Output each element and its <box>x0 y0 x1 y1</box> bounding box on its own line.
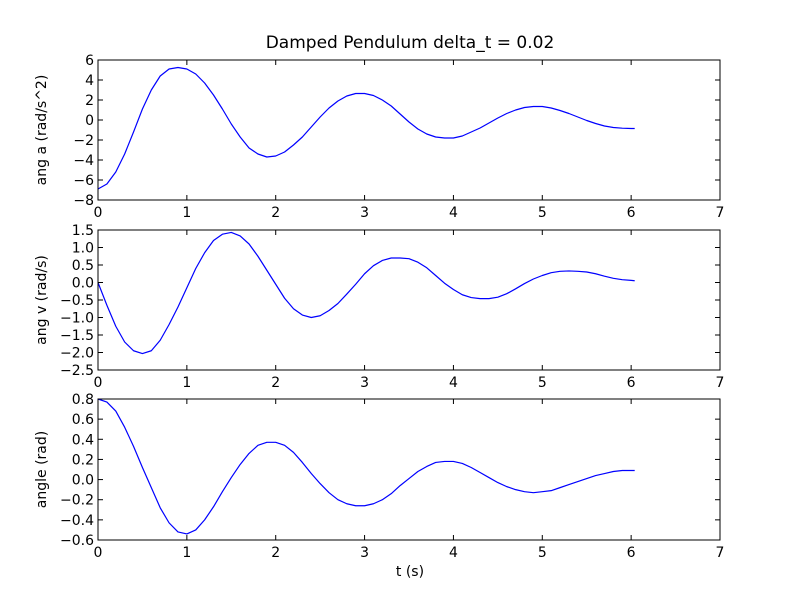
y-axis-label-1: ang a (rad/s^2) <box>34 75 50 186</box>
y-tick-label: −4 <box>73 153 94 169</box>
subplot-group: 0 1 2 3 4 5 6 7 −8 −6 −4 −2 0 2 4 6 ang a (rad/s^2) 0 1 2 3 4… <box>34 53 724 561</box>
y-tick-label: 2 <box>85 93 94 109</box>
y-tick-label: 1.5 <box>72 223 94 239</box>
y-axis-label-3: angle (rad) <box>34 431 50 508</box>
y-tick-label: 0.8 <box>72 392 94 408</box>
x-tick-label: 7 <box>716 545 725 561</box>
y-tick-label: 0.4 <box>72 432 94 448</box>
plot-frame-2 <box>97 229 721 371</box>
x-tick-label: 0 <box>94 545 103 561</box>
y-tick-label: −1.5 <box>60 328 94 344</box>
x-tick-label: 5 <box>538 545 547 561</box>
y-tick-label: −0.5 <box>60 293 94 309</box>
x-tick-label: 0 <box>94 205 103 221</box>
x-tick-label: 5 <box>538 205 547 221</box>
y-tick-label: 0 <box>85 113 94 129</box>
y-tick-label: 1.0 <box>72 241 94 257</box>
x-tick-label: 1 <box>182 205 191 221</box>
x-tick-label: 4 <box>449 375 458 391</box>
y-tick-label: 6 <box>85 53 94 69</box>
x-tick-label: 3 <box>360 545 369 561</box>
y-tick-label: −2 <box>73 133 94 149</box>
y-tick-label: 0.6 <box>72 412 94 428</box>
x-tick-label: 6 <box>627 205 636 221</box>
x-axis-label: t (s) <box>396 564 424 580</box>
y-tick-label: −8 <box>73 193 94 209</box>
plot-frame-1 <box>97 59 721 201</box>
x-tick-label: 2 <box>271 375 280 391</box>
series-line-3 <box>97 398 635 535</box>
x-tick-label: 1 <box>182 375 191 391</box>
x-tick-label: 6 <box>627 375 636 391</box>
y-tick-label: −2.5 <box>60 363 94 379</box>
y-tick-label: 0.2 <box>72 452 94 468</box>
x-tick-label: 7 <box>716 375 725 391</box>
x-tick-label: 2 <box>271 205 280 221</box>
subplot-2: 0 1 2 3 4 5 6 7 −2.5−2.0 −1.5−1.0 −0.50.0 0.51.0 1.5… <box>34 223 724 391</box>
y-tick-label: −0.6 <box>60 533 94 549</box>
y-tick-label: 0.5 <box>72 258 94 274</box>
x-tick-label: 6 <box>627 545 636 561</box>
y-tick-label: −1.0 <box>60 311 94 327</box>
y-tick-label: −2.0 <box>60 346 94 362</box>
x-tick-label: 2 <box>271 545 280 561</box>
y-axis-label-2: ang v (rad/s) <box>34 255 50 345</box>
y-tick-label: 4 <box>85 73 94 89</box>
x-tick-label: 4 <box>449 545 458 561</box>
x-tick-label: 5 <box>538 375 547 391</box>
y-tick-label: 0.0 <box>72 473 94 489</box>
series-line-2 <box>97 231 635 355</box>
x-tick-label: 1 <box>182 545 191 561</box>
subplot-1: 0 1 2 3 4 5 6 7 −8 −6 −4 −2 0 2 4 6 ang a (rad/s^2) <box>34 53 724 221</box>
y-tick-label: 0.0 <box>72 276 94 292</box>
y-tick-label: −6 <box>73 173 94 189</box>
y-tick-label: −0.2 <box>60 493 94 509</box>
x-tick-label: 3 <box>360 375 369 391</box>
x-tick-label: 0 <box>94 375 103 391</box>
series-line-1 <box>97 66 635 190</box>
x-tick-label: 4 <box>449 205 458 221</box>
subplot-3: 0 1 2 3 4 5 6 7 −0.6 −0.4 −0.2 0.0 0.2 0.4 0.6 0.8 angle… <box>34 392 724 561</box>
x-tick-label: 3 <box>360 205 369 221</box>
plot-frame-3 <box>97 398 721 541</box>
x-tick-label: 7 <box>716 205 725 221</box>
chart-title: Damped Pendulum delta_t = 0.02 <box>266 33 555 53</box>
y-tick-label: −0.4 <box>60 513 94 529</box>
